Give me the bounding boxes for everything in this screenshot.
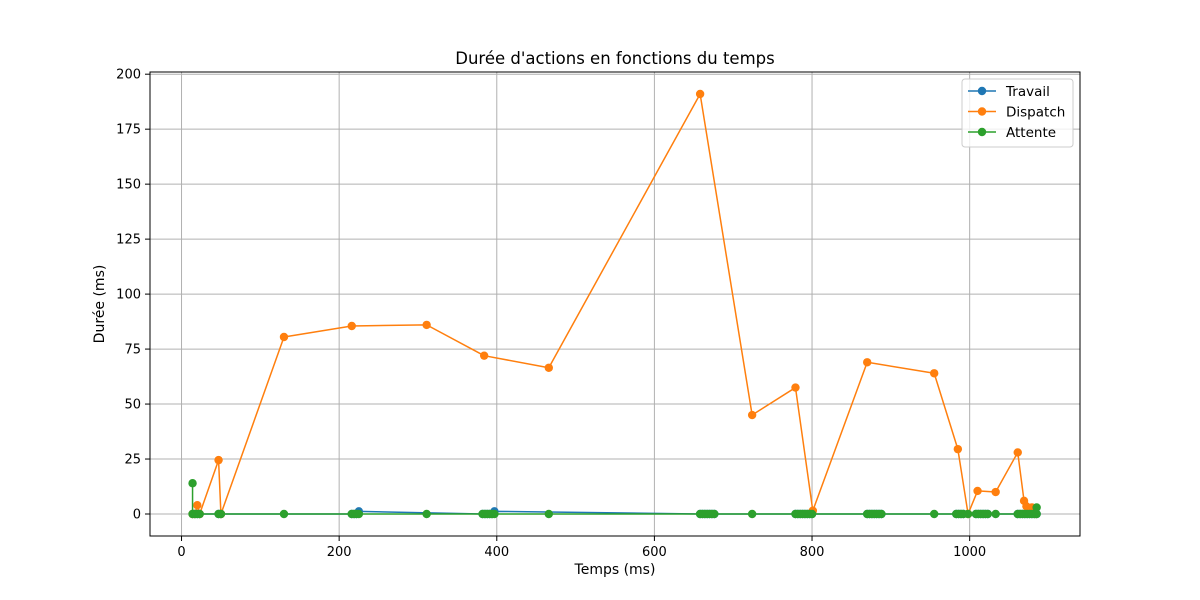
data-point-attente: [710, 509, 719, 519]
y-tick-label: 150: [116, 178, 141, 193]
x-tick-label: 200: [327, 545, 352, 560]
x-tick-label: 1000: [953, 545, 986, 560]
data-point-dispatch: [973, 486, 982, 496]
data-point-dispatch: [1013, 448, 1022, 457]
x-tick-label: 0: [177, 545, 185, 560]
series-dispatch: [188, 89, 1041, 519]
data-point-dispatch: [544, 363, 553, 372]
data-point-dispatch: [347, 321, 356, 331]
y-tick-label: 75: [124, 343, 141, 358]
data-point-attente: [877, 509, 886, 519]
legend-marker-travail: [977, 86, 987, 96]
data-point-dispatch: [747, 410, 757, 420]
data-point-attente: [1032, 509, 1041, 519]
legend-marker-attente: [977, 127, 987, 137]
x-axis-label: Temps (ms): [574, 562, 656, 578]
y-tick-label: 125: [116, 233, 141, 248]
data-point-attente: [991, 509, 1000, 519]
x-tick-label: 400: [484, 545, 509, 560]
legend-label-travail: Travail: [1005, 84, 1050, 100]
data-point-dispatch: [863, 358, 872, 367]
data-point-attente: [747, 509, 757, 519]
y-tick-label: 0: [133, 508, 141, 523]
series-line-dispatch: [192, 93, 1037, 515]
data-point-dispatch: [422, 320, 431, 330]
data-point-dispatch: [953, 444, 963, 454]
data-point-attente: [963, 509, 973, 519]
y-tick-label: 200: [116, 68, 141, 83]
legend-label-dispatch: Dispatch: [1006, 104, 1065, 120]
series-layer: [188, 89, 1041, 519]
data-point-attente: [422, 509, 431, 519]
chart-title: Durée d'actions en fonctions du temps: [455, 49, 774, 68]
y-tick-label: 50: [124, 398, 141, 413]
data-point-attente: [929, 509, 939, 519]
legend-label-attente: Attente: [1006, 125, 1056, 141]
y-tick-label: 25: [124, 453, 141, 468]
data-point-dispatch: [791, 383, 800, 392]
legend-box: [961, 78, 1074, 148]
data-point-attente: [195, 509, 204, 519]
data-point-attente: [983, 509, 992, 519]
data-point-attente: [354, 509, 364, 519]
data-point-dispatch: [991, 487, 1000, 497]
series-attente: [188, 479, 1041, 519]
data-point-dispatch: [193, 501, 202, 510]
data-point-attente: [216, 509, 226, 519]
data-point-dispatch: [214, 455, 223, 465]
data-point-dispatch: [695, 89, 705, 99]
legend: Travail Dispatch Attente: [961, 78, 1074, 148]
data-point-dispatch: [279, 332, 289, 342]
data-point-attente: [807, 509, 817, 519]
y-axis-label: Durée (ms): [92, 265, 108, 344]
data-point-dispatch: [929, 369, 939, 378]
data-point-attente: [490, 509, 499, 519]
legend-marker-dispatch: [977, 107, 987, 116]
x-tick-label: 800: [800, 545, 825, 560]
data-point-attente: [188, 479, 197, 488]
data-point-attente: [1032, 503, 1041, 512]
data-point-dispatch: [479, 351, 489, 360]
y-tick-label: 175: [116, 123, 141, 138]
x-tick-label: 600: [642, 545, 667, 560]
plot-frame: [149, 71, 1081, 537]
axis-ticks: 0 200 400 600 800 1000 0 25 50 75 100 125 150 175 200: [116, 68, 986, 560]
y-tick-label: 100: [116, 288, 141, 303]
data-point-attente: [544, 509, 553, 519]
grid: [150, 72, 1080, 536]
data-point-attente: [279, 509, 289, 519]
